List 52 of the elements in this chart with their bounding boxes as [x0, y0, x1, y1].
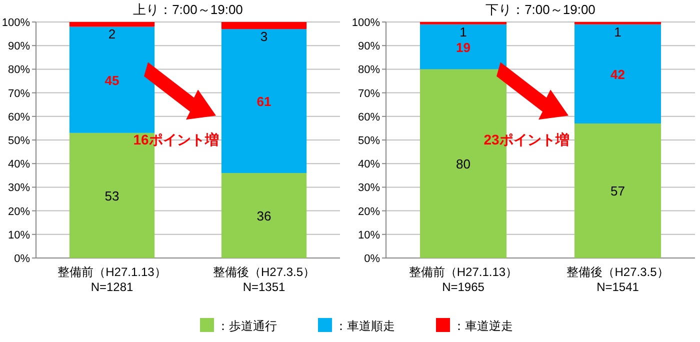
- y-tick-label: 90%: [8, 40, 30, 53]
- data-label: 36: [256, 208, 272, 224]
- annotation: 16ポイント増: [133, 132, 219, 148]
- data-label: 45: [104, 72, 120, 88]
- data-label: 80: [456, 156, 470, 172]
- x-tick-label: 整備後（H27.3.5） N=1541: [566, 265, 669, 294]
- y-tick-label: 30%: [8, 182, 30, 194]
- bar: [420, 24, 507, 70]
- data-label: 61: [256, 94, 272, 110]
- y-tick-label: 10%: [358, 229, 380, 242]
- y-tick-label: 10%: [8, 229, 30, 242]
- bar: [574, 24, 662, 124]
- y-tick-label: 70%: [358, 88, 380, 100]
- y-tick-label: 40%: [358, 158, 380, 171]
- bar: [221, 173, 307, 258]
- bar: [221, 29, 307, 174]
- data-label: 42: [610, 66, 625, 82]
- y-tick-label: 40%: [8, 158, 30, 171]
- data-label: 2: [108, 26, 116, 42]
- y-tick-label: 100%: [2, 17, 30, 29]
- data-label: 19: [456, 40, 470, 55]
- y-tick-label: 0%: [364, 253, 380, 265]
- y-tick-label: 80%: [8, 64, 30, 76]
- chart-title: 下り：7:00～19:00: [486, 2, 596, 17]
- data-label: 57: [610, 184, 625, 199]
- y-tick-label: 60%: [8, 111, 30, 124]
- y-tick-label: 80%: [358, 64, 380, 76]
- legend-label: ：車道逆走: [453, 319, 513, 333]
- annotation: 23ポイント増: [484, 132, 570, 148]
- y-tick-label: 50%: [8, 135, 30, 147]
- y-tick-label: 90%: [358, 40, 380, 53]
- x-tick-label: 整備後（H27.3.5） N=1351: [212, 265, 316, 294]
- bar: [69, 22, 155, 27]
- bar: [574, 123, 662, 258]
- legend-label: ：車道順走: [335, 319, 395, 333]
- y-tick-label: 50%: [358, 135, 380, 147]
- data-label: 3: [260, 29, 268, 44]
- y-tick-label: 100%: [352, 17, 380, 29]
- data-label: 53: [104, 188, 120, 204]
- bar: [221, 22, 307, 30]
- y-tick-label: 20%: [358, 206, 380, 218]
- chart-title: 上り：7:00～19:00: [133, 2, 243, 17]
- data-label: 1: [460, 24, 467, 40]
- x-tick-label: 整備前（H27.1.13） N=1965: [408, 265, 518, 294]
- data-label: 1: [614, 24, 622, 40]
- y-tick-label: 0%: [14, 253, 30, 265]
- legend-label: ：歩道通行: [217, 319, 277, 333]
- y-tick-label: 60%: [358, 111, 380, 124]
- y-tick-label: 20%: [8, 206, 30, 218]
- y-tick-label: 70%: [8, 88, 30, 100]
- x-tick-label: 整備前（H27.1.13） N=1281: [58, 265, 166, 294]
- y-tick-label: 30%: [358, 182, 380, 194]
